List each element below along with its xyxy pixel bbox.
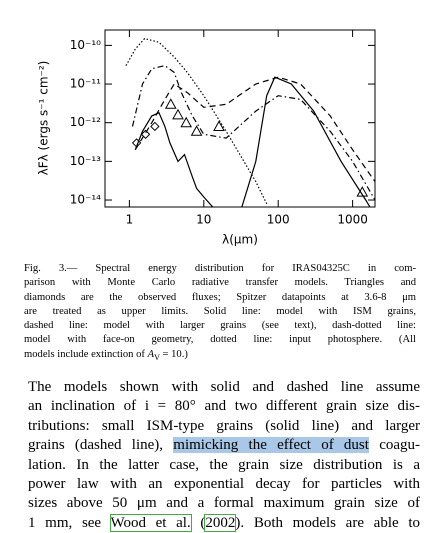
- x-tick-label: 10: [196, 213, 211, 227]
- body-line: The models shown with solid and dashed l…: [28, 379, 420, 395]
- x-tick-label: 100: [267, 213, 290, 227]
- caption-line: models include extinction of AV = 10.): [24, 348, 416, 365]
- triangle-marker: [213, 120, 225, 131]
- plot-frame: [104, 29, 376, 208]
- y-tick-label: 10⁻¹²: [70, 115, 101, 129]
- series-line: [131, 64, 375, 201]
- body-line: 1 mm, see Wood et al. (2002). Both model…: [28, 513, 420, 533]
- highlight[interactable]: mimicking the effect of dust: [173, 437, 369, 454]
- x-tick-label: 1: [126, 213, 134, 227]
- caption-line: model with face-on geometry, dotted line…: [24, 334, 416, 346]
- diamond-marker: [140, 129, 151, 140]
- caption-line: Fig. 3.— Spectral energy distribution fo…: [24, 263, 416, 274]
- citation-link[interactable]: Wood et al.: [109, 513, 192, 532]
- series-line: [134, 76, 375, 182]
- citation-link[interactable]: 2002: [204, 513, 237, 532]
- caption: Fig. 3.— Spectral energy distribution fo…: [24, 262, 416, 365]
- text: models include extinction of: [24, 348, 148, 360]
- caption-line: diamonds are the observed fluxes; Spitze…: [24, 291, 416, 303]
- chart: λ(μm) λFλ (ergs s⁻¹ cm⁻²) 1 10 100 1000 10⁻¹…: [37, 29, 376, 247]
- symbol: A: [147, 348, 155, 360]
- body-line: lation. In the latter case, the grain si…: [28, 456, 420, 473]
- series-line: [125, 37, 268, 205]
- text: ). Both models are able to: [235, 514, 420, 531]
- text: 1 mm, see: [28, 514, 111, 531]
- body-line: sizes above 50 μm and a formal maximum g…: [28, 495, 420, 512]
- caption-line: are treated as upper limits. Solid line:…: [24, 305, 416, 317]
- y-tick-label: 10⁻¹¹: [70, 77, 101, 91]
- body-line: an inclination of i = 80° and two differ…: [28, 398, 420, 415]
- y-tick-label: 10⁻¹³: [70, 154, 101, 168]
- y-axis-label: λFλ (ergs s⁻¹ cm⁻²): [37, 61, 51, 176]
- triangle-marker: [180, 116, 193, 128]
- caption-line: parison with Monte Carlo radiative trans…: [24, 277, 416, 289]
- y-tick-label: 10⁻¹⁴: [70, 193, 101, 207]
- subscript: V: [154, 352, 160, 362]
- x-tick-label: 1000: [337, 213, 368, 227]
- diamond-marker: [131, 138, 142, 148]
- caption-line: dashed line: model with larger grains (s…: [24, 320, 416, 332]
- body-line: tributions: small ISM-type grains (solid…: [28, 417, 420, 434]
- curves: [125, 37, 375, 207]
- triangle-marker: [356, 186, 369, 197]
- x-axis-label: λ(μm): [222, 233, 258, 247]
- triangle-marker: [164, 98, 177, 109]
- text: = 10.): [159, 348, 188, 360]
- series-line: [134, 76, 371, 207]
- triangle-marker: [190, 125, 203, 136]
- text: grains (dashed line),: [28, 437, 174, 454]
- body-line: grains (dashed line), mimicking the effe…: [28, 436, 420, 455]
- diamond-marker: [150, 121, 160, 132]
- body-line: power law with an exponential decay for …: [28, 476, 420, 493]
- triangle-marker: [172, 108, 184, 120]
- text: coagu-: [368, 437, 420, 454]
- text: (: [190, 514, 206, 531]
- y-tick-label: 10⁻¹⁰: [70, 38, 101, 52]
- body-text: The models shown with solid and dashed l…: [28, 378, 420, 533]
